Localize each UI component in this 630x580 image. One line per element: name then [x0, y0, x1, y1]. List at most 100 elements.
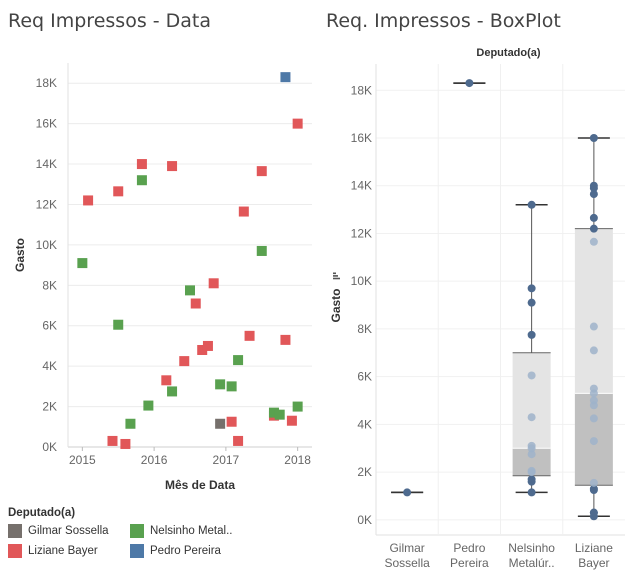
scatter-point — [215, 418, 226, 429]
legend-title: Deputado(a) — [8, 507, 76, 519]
y-tick-label: 18K — [36, 76, 57, 90]
y-tick-label: 4K — [357, 417, 372, 431]
scatter-point — [136, 159, 147, 170]
x-tick-label: 2016 — [141, 453, 168, 467]
box-point — [465, 79, 474, 88]
x-tick-label: 2018 — [284, 453, 311, 467]
y-tick-label: 10K — [36, 238, 57, 252]
scatter-point — [233, 355, 244, 366]
box-point — [527, 466, 536, 475]
sort-icon-bar — [333, 275, 338, 277]
box-point — [527, 450, 536, 459]
scatter-point — [292, 118, 303, 129]
category-label-line2: Pereira — [450, 556, 489, 570]
box-point — [589, 322, 598, 331]
scatter-point — [161, 375, 172, 386]
scatter-point — [268, 407, 279, 418]
scatter-point — [280, 72, 291, 83]
box-point — [589, 213, 598, 222]
sort-icon-bar — [333, 277, 340, 280]
scatter-chart: 0K 2K 4K 6K 8K 10K 12K 14K 16K 18K 2015 2016 2017 201… — [13, 63, 312, 492]
x-axis-title: Mês de Data — [165, 478, 235, 492]
scatter-point — [274, 409, 285, 420]
legend-swatch — [8, 524, 22, 538]
boxplot-chart: Deputado(a) 0K 2K 4K 6K 8K 10K 12K 14K 16K 18K Gast… — [329, 47, 625, 570]
y-tick-label: 12K — [351, 226, 372, 240]
y-tick-label: 0K — [357, 513, 372, 527]
category-label-line2: Metalúr.. — [509, 556, 555, 570]
box-point — [527, 488, 536, 497]
category-label-line1: Gilmar — [389, 541, 424, 555]
scatter-point — [208, 278, 219, 289]
y-tick-label: 8K — [357, 322, 372, 336]
scatter-point — [125, 418, 136, 429]
y-tick-label: 14K — [351, 179, 372, 193]
column-header: Deputado(a) — [476, 47, 541, 59]
legend-item-pedro-pereira[interactable]: Pedro Pereira — [130, 544, 290, 558]
y-axis-title: Gasto — [13, 238, 27, 272]
box-point — [589, 181, 598, 190]
legend-label: Liziane Bayer — [28, 545, 98, 557]
y-tick-label: 16K — [36, 117, 57, 131]
box-upper — [574, 228, 613, 394]
x-tick-label: 2015 — [69, 453, 96, 467]
legend-swatch — [130, 524, 144, 538]
legend-label: Gilmar Sossella — [28, 525, 109, 537]
y-tick-label: 10K — [351, 274, 372, 288]
category-label-line1: Liziane — [575, 541, 613, 555]
sort-icon — [333, 272, 340, 280]
x-tick-label: 2017 — [213, 453, 240, 467]
scatter-point — [202, 340, 213, 351]
scatter-point — [215, 379, 226, 390]
y-tick-label: 2K — [42, 400, 57, 414]
boxplot-chart-title: Req. Impressos - BoxPlot — [326, 10, 561, 32]
scatter-point — [233, 435, 244, 446]
box-point — [589, 414, 598, 423]
y-tick-label: 8K — [42, 278, 57, 292]
y-tick-label: 4K — [42, 359, 57, 373]
scatter-point — [256, 245, 267, 256]
y-axis-title: Gasto — [329, 288, 343, 322]
box-point — [589, 478, 598, 487]
scatter-point — [238, 206, 249, 217]
y-tick-label: 0K — [42, 440, 57, 454]
box-point — [527, 298, 536, 307]
box-point — [527, 330, 536, 339]
box-point — [589, 224, 598, 233]
scatter-point — [244, 330, 255, 341]
scatter-point — [77, 258, 88, 269]
scatter-point — [292, 401, 303, 412]
box-point — [527, 441, 536, 450]
box-point — [527, 413, 536, 422]
scatter-point — [167, 161, 178, 172]
legend-item-gilmar-sossella[interactable]: Gilmar Sossella — [8, 524, 130, 538]
legend-item-nelsinho-metalurgico[interactable]: Nelsinho Metal.. — [130, 524, 290, 538]
legend-swatch — [130, 544, 144, 558]
scatter-point — [113, 319, 124, 330]
scatter-point — [167, 386, 178, 397]
box-point — [589, 190, 598, 199]
box-point — [527, 284, 536, 293]
scatter-point — [179, 356, 190, 367]
category-label-line1: Nelsinho — [508, 541, 555, 555]
scatter-point — [190, 298, 201, 309]
box-point — [589, 237, 598, 246]
scatter-point — [226, 381, 237, 392]
legend-label: Pedro Pereira — [150, 545, 221, 557]
y-tick-label: 6K — [357, 370, 372, 384]
scatter-point — [286, 415, 297, 426]
box-point — [589, 508, 598, 517]
box-point — [527, 371, 536, 380]
box-point — [527, 200, 536, 209]
scatter-point — [256, 166, 267, 177]
box-point — [589, 384, 598, 393]
box-point — [589, 437, 598, 446]
category-label-line1: Pedro — [453, 541, 485, 555]
scatter-point — [280, 334, 291, 345]
category-label-line2: Bayer — [578, 556, 609, 570]
y-tick-label: 18K — [351, 83, 372, 97]
y-tick-label: 2K — [357, 465, 372, 479]
legend-item-liziane-bayer[interactable]: Liziane Bayer — [8, 544, 130, 558]
scatter-point — [197, 344, 208, 355]
box-point — [589, 346, 598, 355]
